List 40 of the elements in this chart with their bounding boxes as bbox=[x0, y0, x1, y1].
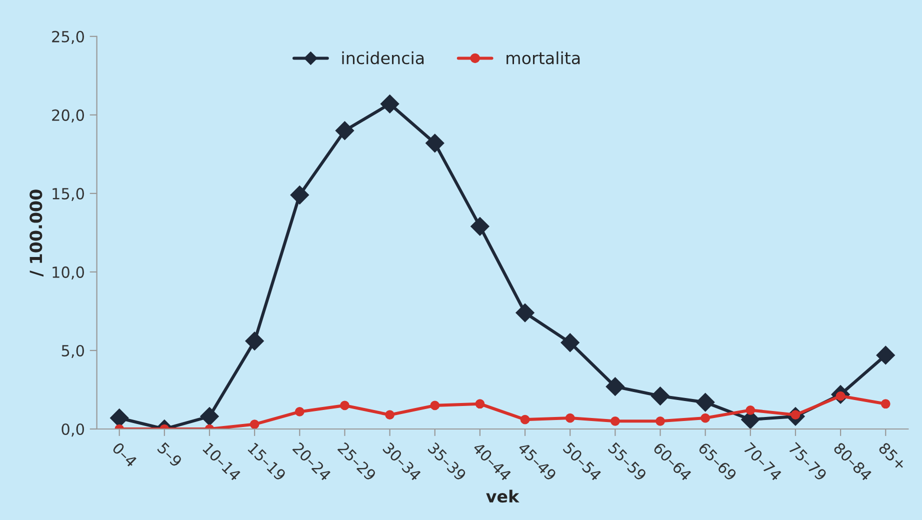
point bbox=[560, 333, 580, 352]
point bbox=[245, 332, 264, 350]
point bbox=[696, 392, 715, 412]
x-tick-label: 0–4 bbox=[112, 442, 138, 468]
point bbox=[610, 416, 620, 426]
x-tick-label: 85+ bbox=[878, 442, 908, 471]
point bbox=[430, 400, 440, 410]
point bbox=[876, 346, 895, 365]
y-tick-label: 25,0 bbox=[52, 30, 84, 44]
point bbox=[426, 134, 444, 153]
point bbox=[565, 413, 575, 423]
point bbox=[294, 407, 304, 416]
y-tick-label: 20,0 bbox=[52, 109, 84, 122]
point bbox=[335, 121, 354, 140]
x-axis-title: vek bbox=[486, 490, 520, 503]
y-tick-label: 10,0 bbox=[52, 266, 84, 280]
point bbox=[470, 217, 490, 236]
y-tick-label: 15,0 bbox=[52, 188, 84, 202]
point bbox=[520, 414, 530, 424]
point bbox=[475, 399, 485, 409]
point bbox=[516, 303, 534, 322]
y-axis-title: / 100.000 bbox=[30, 190, 44, 277]
point bbox=[880, 399, 890, 409]
point bbox=[650, 386, 670, 406]
point bbox=[606, 377, 625, 396]
legend-label: mortalita bbox=[506, 51, 580, 64]
point bbox=[250, 420, 260, 429]
point bbox=[700, 413, 710, 423]
y-tick-label: 0,0 bbox=[62, 423, 84, 437]
x-tick-label: 5–9 bbox=[156, 442, 183, 468]
point bbox=[290, 186, 310, 204]
point bbox=[656, 416, 665, 426]
y-tick-label: 5,0 bbox=[62, 344, 84, 358]
point bbox=[380, 94, 400, 114]
legend-label: incidencia bbox=[342, 51, 424, 64]
point bbox=[385, 410, 394, 420]
point bbox=[746, 405, 756, 415]
point bbox=[200, 407, 219, 426]
point bbox=[340, 400, 350, 410]
point bbox=[110, 408, 129, 428]
